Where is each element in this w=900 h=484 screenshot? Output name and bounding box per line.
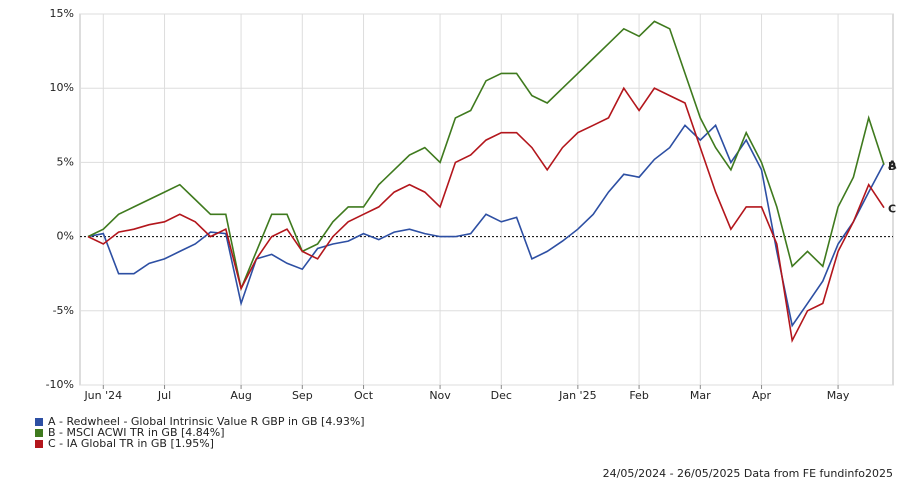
series-line — [87, 123, 885, 328]
series-line — [87, 86, 885, 344]
x-tick-label: Sep — [292, 389, 313, 402]
x-tick-label: Jun '24 — [83, 389, 122, 402]
legend-entry: C - IA Global TR in GB [1.95%] — [48, 437, 214, 450]
x-tick-label: Oct — [354, 389, 374, 402]
x-tick-label: Dec — [491, 389, 512, 402]
x-tick-label: Mar — [690, 389, 711, 402]
x-tick-label: Jul — [157, 389, 171, 402]
legend-swatch — [35, 429, 43, 437]
y-tick-label: 15% — [50, 7, 74, 20]
end-label: C — [888, 203, 896, 216]
end-label: B — [888, 160, 896, 173]
end-label: A — [888, 158, 897, 171]
y-tick-label: 0% — [57, 230, 74, 243]
legend-entry: B - MSCI ACWI TR in GB [4.84%] — [48, 426, 225, 439]
legend-entry: A - Redwheel - Global Intrinsic Value R … — [48, 415, 365, 428]
series-line — [87, 20, 885, 292]
x-tick-label: Aug — [230, 389, 251, 402]
legend-swatch — [35, 418, 43, 426]
legend-swatch — [35, 440, 43, 448]
y-tick-label: 5% — [57, 155, 74, 168]
x-tick-label: Jan '25 — [558, 389, 596, 402]
x-tick-label: Feb — [629, 389, 648, 402]
y-tick-label: -5% — [53, 304, 74, 317]
y-tick-label: 10% — [50, 81, 74, 94]
x-tick-label: May — [827, 389, 850, 402]
plot-frame — [79, 13, 894, 386]
x-tick-label: Apr — [752, 389, 772, 402]
x-tick-label: Nov — [429, 389, 451, 402]
footer: 24/05/2024 - 26/05/2025 Data from FE fun… — [603, 467, 893, 480]
y-tick-label: -10% — [46, 378, 74, 391]
